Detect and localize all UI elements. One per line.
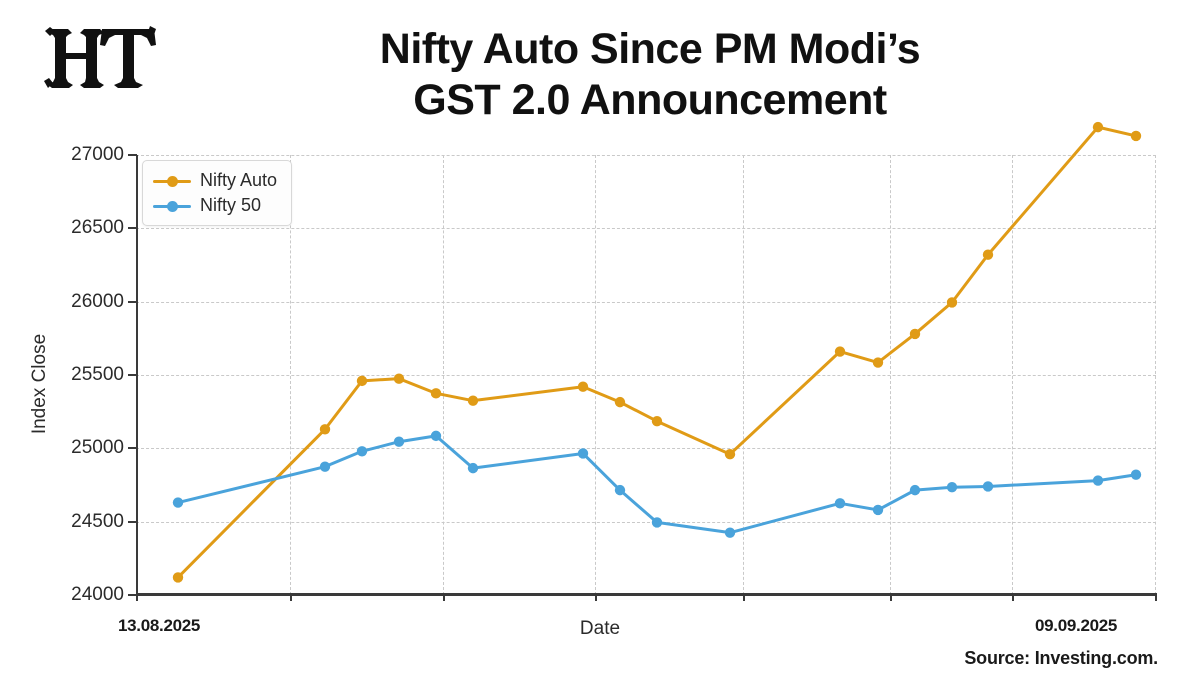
series-marker [1130, 469, 1142, 480]
y-tick-label: 24000 [71, 584, 124, 605]
series-nifty-auto [172, 121, 1142, 583]
x-axis-label: Date [579, 618, 621, 639]
source-note: Source: Investing.com. [964, 648, 1158, 668]
series-marker [319, 424, 331, 435]
series-marker [946, 482, 958, 493]
series-marker [651, 517, 663, 528]
series-marker [614, 484, 626, 496]
legend-label-nifty-auto: Nifty Auto [200, 170, 278, 190]
y-tick-label: 25500 [71, 364, 124, 385]
series-marker [1092, 475, 1104, 486]
y-tick-mark [128, 227, 137, 230]
series-marker [909, 328, 921, 340]
y-tick-label: 27000 [71, 144, 124, 165]
title-line-1: Nifty Auto Since PM Modi’s [379, 25, 921, 73]
x-tick-mark [743, 593, 745, 601]
series-marker [1130, 130, 1142, 142]
series-marker [909, 484, 921, 496]
series-marker [1092, 121, 1104, 133]
y-tick-mark [128, 374, 137, 376]
legend-item-nifty-auto: Nifty Auto [153, 168, 277, 193]
y-axis-line [136, 155, 138, 595]
series-marker [982, 481, 994, 492]
x-axis-line [136, 593, 1156, 596]
series-marker [946, 297, 958, 308]
title-line-2: GST 2.0 Announcement [413, 75, 887, 124]
series-marker [467, 462, 479, 474]
y-tick-mark [128, 154, 137, 156]
x-tick-mark [890, 593, 892, 601]
y-tick-label: 25000 [71, 437, 124, 459]
chart-container: 24000 24500 25000 25500 26000 26500 27000 Inde… [0, 118, 1200, 675]
series-marker [430, 430, 442, 442]
chart-legend: Nifty Auto Nifty 50 [142, 160, 293, 226]
legend-item-nifty-50: Nifty 50 [153, 193, 277, 218]
series-marker [614, 396, 626, 408]
series-marker [430, 388, 442, 399]
y-tick-label: 24500 [71, 510, 124, 532]
legend-swatch-nifty-50 [153, 199, 191, 213]
series-marker [393, 373, 405, 384]
y-tick-label: 26500 [71, 217, 124, 239]
x-tick-mark [443, 593, 445, 601]
series-marker [467, 395, 479, 406]
x-tick-mark [595, 593, 597, 601]
series-marker [724, 449, 736, 460]
series-marker [982, 249, 994, 260]
series-nifty-50 [172, 430, 1142, 538]
page-title: Nifty Auto Since PM Modi’s GST 2.0 Annou… [200, 24, 1100, 125]
chart-series-layer [172, 121, 1142, 583]
series-marker [577, 448, 589, 459]
x-tick-mark [136, 593, 138, 601]
series-marker [834, 346, 846, 357]
series-marker [724, 527, 736, 538]
series-marker [651, 416, 663, 427]
series-marker [393, 436, 405, 447]
y-tick-mark [128, 594, 137, 596]
x-tick-label-last: 09.09.2025 [1035, 616, 1118, 635]
series-marker [577, 381, 589, 392]
series-line [176, 125, 1138, 579]
legend-label-nifty-50: Nifty 50 [200, 195, 262, 215]
y-tick-mark [128, 300, 137, 303]
x-tick-label-first: 13.08.2025 [118, 616, 201, 635]
series-marker [872, 504, 884, 516]
series-marker [319, 461, 331, 472]
series-marker [834, 498, 846, 509]
y-tick-label: 26000 [71, 290, 124, 312]
series-marker [356, 446, 368, 457]
series-marker [356, 375, 368, 387]
x-tick-mark [290, 593, 292, 601]
series-marker [872, 357, 884, 368]
series-marker [172, 572, 184, 583]
x-tick-mark [1012, 593, 1014, 601]
hindustan-times-logo [42, 22, 162, 94]
y-tick-mark [128, 447, 137, 450]
series-marker [172, 497, 184, 508]
legend-swatch-nifty-auto [153, 174, 191, 188]
x-tick-mark [1155, 593, 1157, 601]
y-tick-mark [128, 520, 137, 523]
